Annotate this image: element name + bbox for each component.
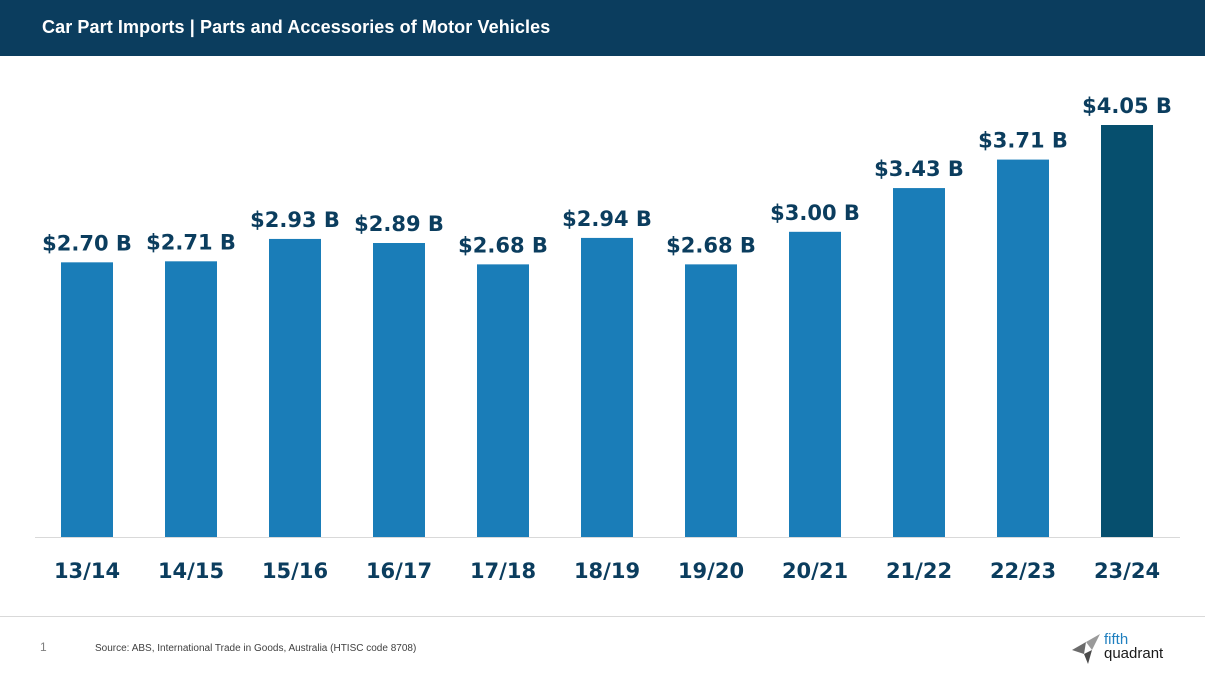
data-label: $2.70 B [42, 231, 132, 255]
bar-20-21 [789, 231, 841, 537]
data-label: $2.94 B [562, 207, 652, 231]
data-label: $2.89 B [354, 212, 444, 236]
data-label: $4.05 B [1082, 94, 1172, 118]
bar-21-22 [893, 188, 945, 538]
bar-17-18 [477, 264, 529, 537]
header-bar: Car Part Imports | Parts and Accessories… [0, 0, 1205, 56]
x-tick-label: 23/24 [1094, 559, 1160, 583]
fifth-quadrant-logo-icon [1072, 634, 1100, 664]
data-label: $3.00 B [770, 201, 860, 225]
data-label: $3.71 B [978, 129, 1068, 153]
data-label: $2.68 B [458, 233, 548, 257]
x-tick-label: 18/19 [574, 559, 640, 583]
bar-18-19 [581, 237, 633, 537]
bar-14-15 [165, 261, 217, 537]
fifth-quadrant-logo: fifth quadrant [1070, 630, 1180, 670]
x-tick-label: 21/22 [886, 559, 952, 583]
x-tick-label: 20/21 [782, 559, 848, 583]
logo-word-fifth: fifth [1104, 631, 1129, 648]
x-tick-label: 19/20 [678, 559, 744, 583]
x-tick-label: 17/18 [470, 559, 536, 583]
page-number: 1 [40, 640, 47, 654]
x-tick-label: 14/15 [158, 559, 224, 583]
data-label: $2.71 B [146, 230, 236, 254]
data-label: $2.68 B [666, 233, 756, 257]
x-tick-label: 15/16 [262, 559, 328, 583]
x-tick-label: 13/14 [54, 559, 120, 583]
source-note: Source: ABS, International Trade in Good… [95, 643, 417, 654]
bar-23-24 [1101, 125, 1153, 537]
bar-16-17 [373, 243, 425, 537]
footer-divider [0, 616, 1205, 617]
bar-19-20 [685, 264, 737, 537]
page-title: Car Part Imports | Parts and Accessories… [42, 17, 551, 37]
bar-15-16 [269, 238, 321, 538]
bar-13-14 [61, 262, 113, 537]
x-tick-label: 16/17 [366, 559, 432, 583]
bar-chart: $2.70 B 13/14 $2.71 B 14/15 $2.93 B 15/16 $2.8… [35, 94, 1180, 583]
logo-word-quadrant: quadrant [1104, 645, 1164, 662]
bar-22-23 [997, 159, 1049, 537]
data-label: $2.93 B [250, 208, 340, 232]
data-label: $3.43 B [874, 157, 964, 181]
x-tick-label: 22/23 [990, 559, 1056, 583]
